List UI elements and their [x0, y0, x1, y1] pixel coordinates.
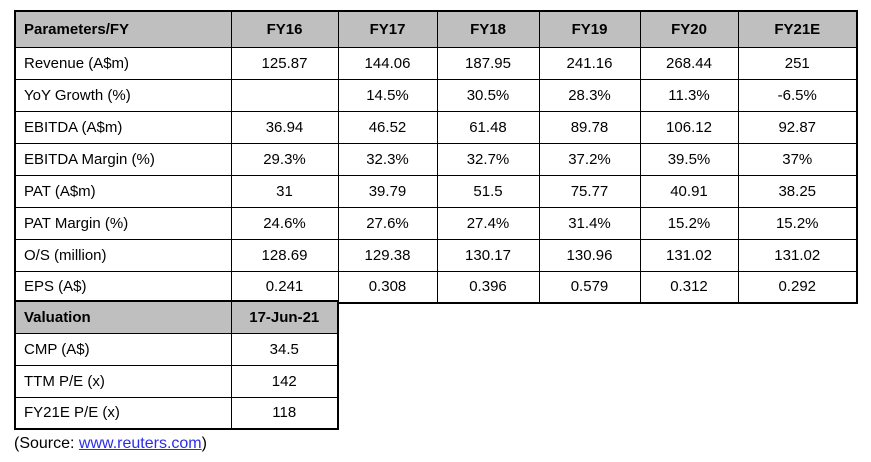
table-cell: 38.25	[737, 174, 858, 208]
table-cell: 51.5	[436, 174, 540, 208]
table-cell: 131.02	[639, 238, 739, 272]
row-label: PAT Margin (%)	[14, 206, 232, 240]
table-cell: 31	[230, 174, 339, 208]
table-cell: 14.5%	[337, 78, 438, 112]
row-label: EPS (A$)	[14, 270, 232, 304]
source-suffix: )	[201, 435, 207, 452]
table-cell: 39.5%	[639, 142, 739, 176]
row-label: YoY Growth (%)	[14, 78, 232, 112]
header-fy16: FY16	[230, 10, 339, 48]
table-cell: 39.79	[337, 174, 438, 208]
table-cell: 75.77	[538, 174, 641, 208]
table-cell: 0.312	[639, 270, 739, 304]
table-cell: 92.87	[737, 110, 858, 144]
valuation-cell: 34.5	[230, 332, 339, 366]
table-cell: 27.4%	[436, 206, 540, 240]
table-cell: 0.292	[737, 270, 858, 304]
table-cell: 29.3%	[230, 142, 339, 176]
header-fy17: FY17	[337, 10, 438, 48]
table-cell: 128.69	[230, 238, 339, 272]
table-cell: 32.7%	[436, 142, 540, 176]
table-row: PAT Margin (%) 24.6% 27.6% 27.4% 31.4% 15.2% 1…	[14, 206, 858, 240]
row-label: EBITDA (A$m)	[14, 110, 232, 144]
table-cell: 241.16	[538, 46, 641, 80]
table-cell	[230, 78, 339, 112]
valuation-row-label: CMP (A$)	[14, 332, 232, 366]
valuation-date: 17-Jun-21	[230, 300, 339, 334]
table-cell: 131.02	[737, 238, 858, 272]
table-cell: 27.6%	[337, 206, 438, 240]
header-fy18: FY18	[436, 10, 540, 48]
table-cell: 89.78	[538, 110, 641, 144]
table-cell: 15.2%	[737, 206, 858, 240]
table-cell: 31.4%	[538, 206, 641, 240]
table-cell: 0.396	[436, 270, 540, 304]
row-label: PAT (A$m)	[14, 174, 232, 208]
table-cell: 30.5%	[436, 78, 540, 112]
header-parameters-fy: Parameters/FY	[14, 10, 232, 48]
header-fy21e: FY21E	[737, 10, 858, 48]
source-line: (Source: www.reuters.com)	[14, 435, 207, 453]
table-cell: 46.52	[337, 110, 438, 144]
source-link[interactable]: www.reuters.com	[78, 435, 202, 452]
table-cell: 32.3%	[337, 142, 438, 176]
table-row: EBITDA (A$m) 36.94 46.52 61.48 89.78 106.12 92…	[14, 110, 858, 144]
table-row: YoY Growth (%) 14.5% 30.5% 28.3% 11.3% -6.5%	[14, 78, 858, 112]
valuation-table: Valuation 17-Jun-21 CMP (A$) 34.5 TTM P/E …	[14, 300, 339, 430]
table-cell: 129.38	[337, 238, 438, 272]
table-cell: 144.06	[337, 46, 438, 80]
table-cell: 24.6%	[230, 206, 339, 240]
table-cell: 0.308	[337, 270, 438, 304]
header-fy20: FY20	[639, 10, 739, 48]
table-cell: 0.579	[538, 270, 641, 304]
parameters-table: Parameters/FY FY16 FY17 FY18 FY19 FY20 F…	[14, 10, 858, 304]
valuation-cell: 142	[230, 364, 339, 398]
table-cell: 28.3%	[538, 78, 641, 112]
table-cell: 37.2%	[538, 142, 641, 176]
valuation-row-label: TTM P/E (x)	[14, 364, 232, 398]
table-cell: 36.94	[230, 110, 339, 144]
header-row: Parameters/FY FY16 FY17 FY18 FY19 FY20 F…	[14, 10, 858, 48]
row-label: O/S (million)	[14, 238, 232, 272]
valuation-table-body: Valuation 17-Jun-21 CMP (A$) 34.5 TTM P/E …	[14, 300, 339, 430]
table-cell: 125.87	[230, 46, 339, 80]
table-cell: 130.96	[538, 238, 641, 272]
table-cell: 37%	[737, 142, 858, 176]
table-cell: -6.5%	[737, 78, 858, 112]
table-row: EPS (A$) 0.241 0.308 0.396 0.579 0.312 0.292	[14, 270, 858, 304]
main-table-body: Revenue (A$m) 125.87 144.06 187.95 241.16 268…	[14, 46, 858, 304]
valuation-row: TTM P/E (x) 142	[14, 364, 339, 398]
table-row: PAT (A$m) 31 39.79 51.5 75.77 40.91 38.25	[14, 174, 858, 208]
table-cell: 15.2%	[639, 206, 739, 240]
source-prefix: (Source:	[14, 435, 79, 452]
valuation-row-label: FY21E P/E (x)	[14, 396, 232, 430]
valuation-header-row: Valuation 17-Jun-21	[14, 300, 339, 334]
table-row: Revenue (A$m) 125.87 144.06 187.95 241.16 268…	[14, 46, 858, 80]
header-fy19: FY19	[538, 10, 641, 48]
table-cell: 40.91	[639, 174, 739, 208]
table-cell: 130.17	[436, 238, 540, 272]
table-cell: 268.44	[639, 46, 739, 80]
table-row: EBITDA Margin (%) 29.3% 32.3% 32.7% 37.2% 39.…	[14, 142, 858, 176]
table-cell: 61.48	[436, 110, 540, 144]
table-cell: 11.3%	[639, 78, 739, 112]
row-label: EBITDA Margin (%)	[14, 142, 232, 176]
table-cell: 251	[737, 46, 858, 80]
table-cell: 187.95	[436, 46, 540, 80]
valuation-cell: 118	[230, 396, 339, 430]
table-row: O/S (million) 128.69 129.38 130.17 130.96 131…	[14, 238, 858, 272]
table-cell: 106.12	[639, 110, 739, 144]
valuation-header-label: Valuation	[14, 300, 232, 334]
valuation-row: FY21E P/E (x) 118	[14, 396, 339, 430]
valuation-row: CMP (A$) 34.5	[14, 332, 339, 366]
table-cell: 0.241	[230, 270, 339, 304]
row-label: Revenue (A$m)	[14, 46, 232, 80]
